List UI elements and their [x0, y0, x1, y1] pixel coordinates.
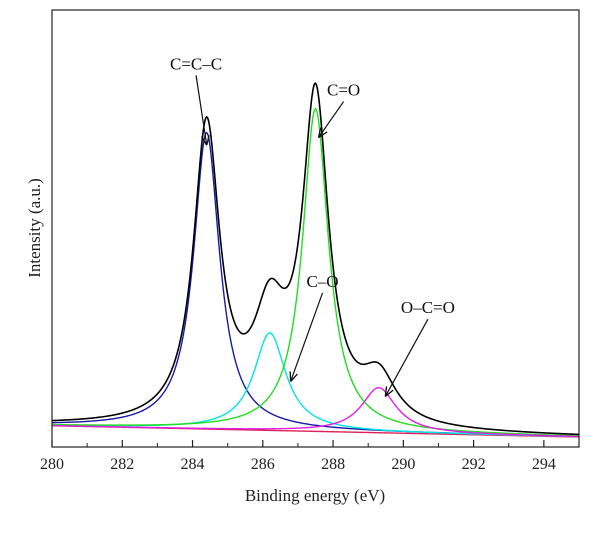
x-axis-label: Binding energy (eV): [245, 486, 385, 505]
plot-frame: [51, 9, 580, 448]
annotation-arrow: [195, 75, 207, 144]
x-axis: 280 282 284 286 288 290 292 294: [40, 440, 556, 473]
plot-area: [52, 82, 579, 438]
x-tick-label: 288: [321, 456, 345, 473]
x-tick-label: 292: [462, 456, 486, 473]
annotations: C=C–C C=O C–O O–C=O: [170, 54, 455, 395]
annotation-label: C=O: [327, 81, 360, 100]
annotation-label: O–C=O: [401, 298, 455, 317]
series-component-4: [52, 386, 579, 438]
series-component-2: [52, 332, 579, 438]
x-tick-label: 286: [251, 456, 275, 473]
x-tick-label: 284: [181, 456, 205, 473]
annotation-arrow: [291, 292, 324, 381]
x-tick-label: 290: [391, 456, 415, 473]
annotation-label: C=C–C: [170, 54, 222, 73]
x-tick-label: 280: [40, 456, 64, 473]
annotation-arrow: [386, 318, 429, 396]
y-axis-label: Intensity (a.u.): [25, 178, 44, 278]
annotation-label: C–O: [306, 272, 338, 291]
series-component-3: [52, 107, 579, 437]
x-tick-label: 294: [532, 456, 556, 473]
x-tick-label: 282: [110, 456, 134, 473]
series-envelope: [52, 82, 579, 436]
annotation-arrow: [319, 101, 345, 137]
